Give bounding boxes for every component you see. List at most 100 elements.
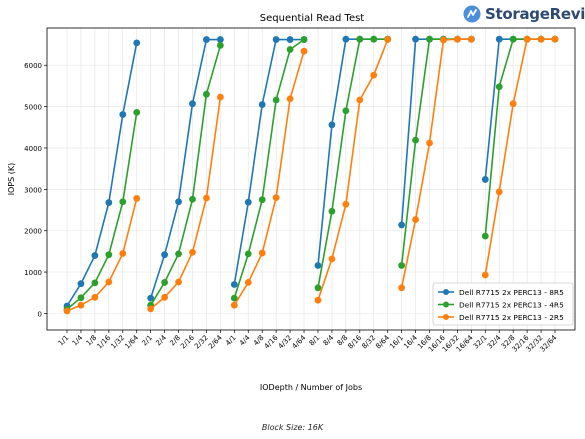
data-point	[161, 279, 169, 286]
data-point	[244, 279, 252, 286]
data-point	[216, 41, 224, 49]
data-point	[551, 35, 559, 43]
data-point	[495, 83, 503, 91]
data-point	[105, 251, 113, 259]
data-point	[119, 250, 127, 257]
legend-marker	[443, 289, 449, 295]
data-point	[300, 36, 308, 43]
data-point	[119, 198, 127, 206]
data-point	[300, 47, 308, 55]
y-tick-label: 1000	[24, 269, 42, 277]
data-point	[454, 35, 461, 43]
data-point	[286, 46, 294, 53]
data-point	[77, 294, 85, 302]
x-tick-label: 1/32	[109, 334, 126, 351]
x-tick-label: 8/1	[308, 334, 322, 348]
series-line	[66, 198, 138, 312]
x-tick-label: 32/1	[472, 334, 489, 351]
series-line	[233, 38, 304, 285]
data-point	[272, 194, 280, 202]
data-point	[258, 196, 266, 204]
data-point	[481, 232, 489, 240]
data-point	[175, 278, 182, 286]
data-point	[384, 36, 392, 43]
data-point	[328, 121, 336, 129]
data-point	[272, 36, 280, 43]
data-point	[370, 35, 378, 43]
series-line	[150, 45, 222, 306]
data-point	[426, 35, 433, 43]
data-point	[398, 262, 406, 269]
data-point	[133, 195, 141, 202]
x-tick-label: 16/1	[388, 334, 405, 351]
data-point	[412, 216, 419, 223]
data-point	[147, 305, 155, 313]
series-line	[66, 112, 138, 310]
y-tick-label: 2000	[24, 228, 42, 236]
data-point	[105, 199, 113, 206]
y-axis-label: IOPS (K)	[7, 163, 16, 196]
data-point	[63, 307, 71, 315]
data-point	[356, 96, 364, 104]
x-tick-label: 32/64	[538, 333, 558, 353]
data-point	[216, 36, 224, 43]
x-tick-label: 2/4	[154, 333, 168, 347]
series-line	[400, 38, 472, 266]
data-point	[133, 108, 141, 116]
data-point	[203, 36, 210, 43]
data-point	[342, 35, 350, 43]
data-point	[412, 136, 419, 144]
data-point	[328, 255, 336, 263]
x-tick-label: 4/32	[277, 334, 294, 351]
y-axis: 0 1000 2000 3000 4000 5000 6000	[24, 62, 47, 318]
series-line	[400, 38, 472, 225]
data-point	[189, 100, 196, 108]
data-point	[537, 35, 545, 43]
legend-label: Dell R7715 2x PERC13 - 2R5	[459, 313, 564, 322]
data-point	[77, 301, 85, 309]
data-point	[286, 36, 294, 43]
data-point	[91, 279, 99, 287]
data-point	[426, 139, 433, 147]
data-point	[481, 176, 489, 183]
x-tick-label: 4/16	[263, 333, 280, 350]
plot-area	[46, 27, 576, 331]
x-tick-label: 8/16	[346, 333, 363, 350]
data-point	[412, 35, 419, 43]
x-axis-label: IODepth / Number of Jobs	[260, 383, 362, 392]
series-line	[150, 96, 222, 310]
data-point	[509, 100, 517, 108]
storagereview-logo-icon	[463, 5, 481, 23]
data-point	[398, 221, 406, 229]
data-point	[91, 293, 99, 301]
chart-title: Sequential Read Test	[260, 13, 365, 24]
x-tick-label: 8/64	[374, 333, 391, 350]
x-tick-label: 1/4	[71, 333, 85, 347]
data-point	[314, 296, 322, 304]
data-point	[230, 281, 238, 288]
grid	[47, 28, 575, 330]
data-point	[509, 35, 517, 43]
x-tick-label: 4/1	[224, 334, 238, 348]
data-point	[244, 198, 252, 206]
legend-marker	[443, 301, 449, 308]
y-tick-label: 4000	[24, 145, 42, 153]
data-point	[314, 262, 322, 269]
data-point	[342, 200, 350, 208]
series-line	[484, 38, 555, 180]
data-point	[272, 96, 280, 104]
x-tick-label: 4/64	[291, 333, 308, 350]
x-tick-label: 1/64	[123, 333, 140, 350]
data-point	[203, 194, 210, 202]
x-tick-label: 4/4	[238, 333, 252, 347]
data-point	[91, 252, 99, 259]
series-line	[66, 42, 138, 307]
data-point	[119, 111, 127, 118]
x-tick-label: 2/1	[140, 334, 154, 348]
x-tick-label: 8/4	[322, 333, 336, 347]
y-tick-label: 3000	[24, 186, 42, 194]
x-tick-label: 2/16	[179, 333, 196, 350]
legend-box	[432, 282, 574, 326]
brand-logo: StorageReview	[463, 4, 585, 24]
